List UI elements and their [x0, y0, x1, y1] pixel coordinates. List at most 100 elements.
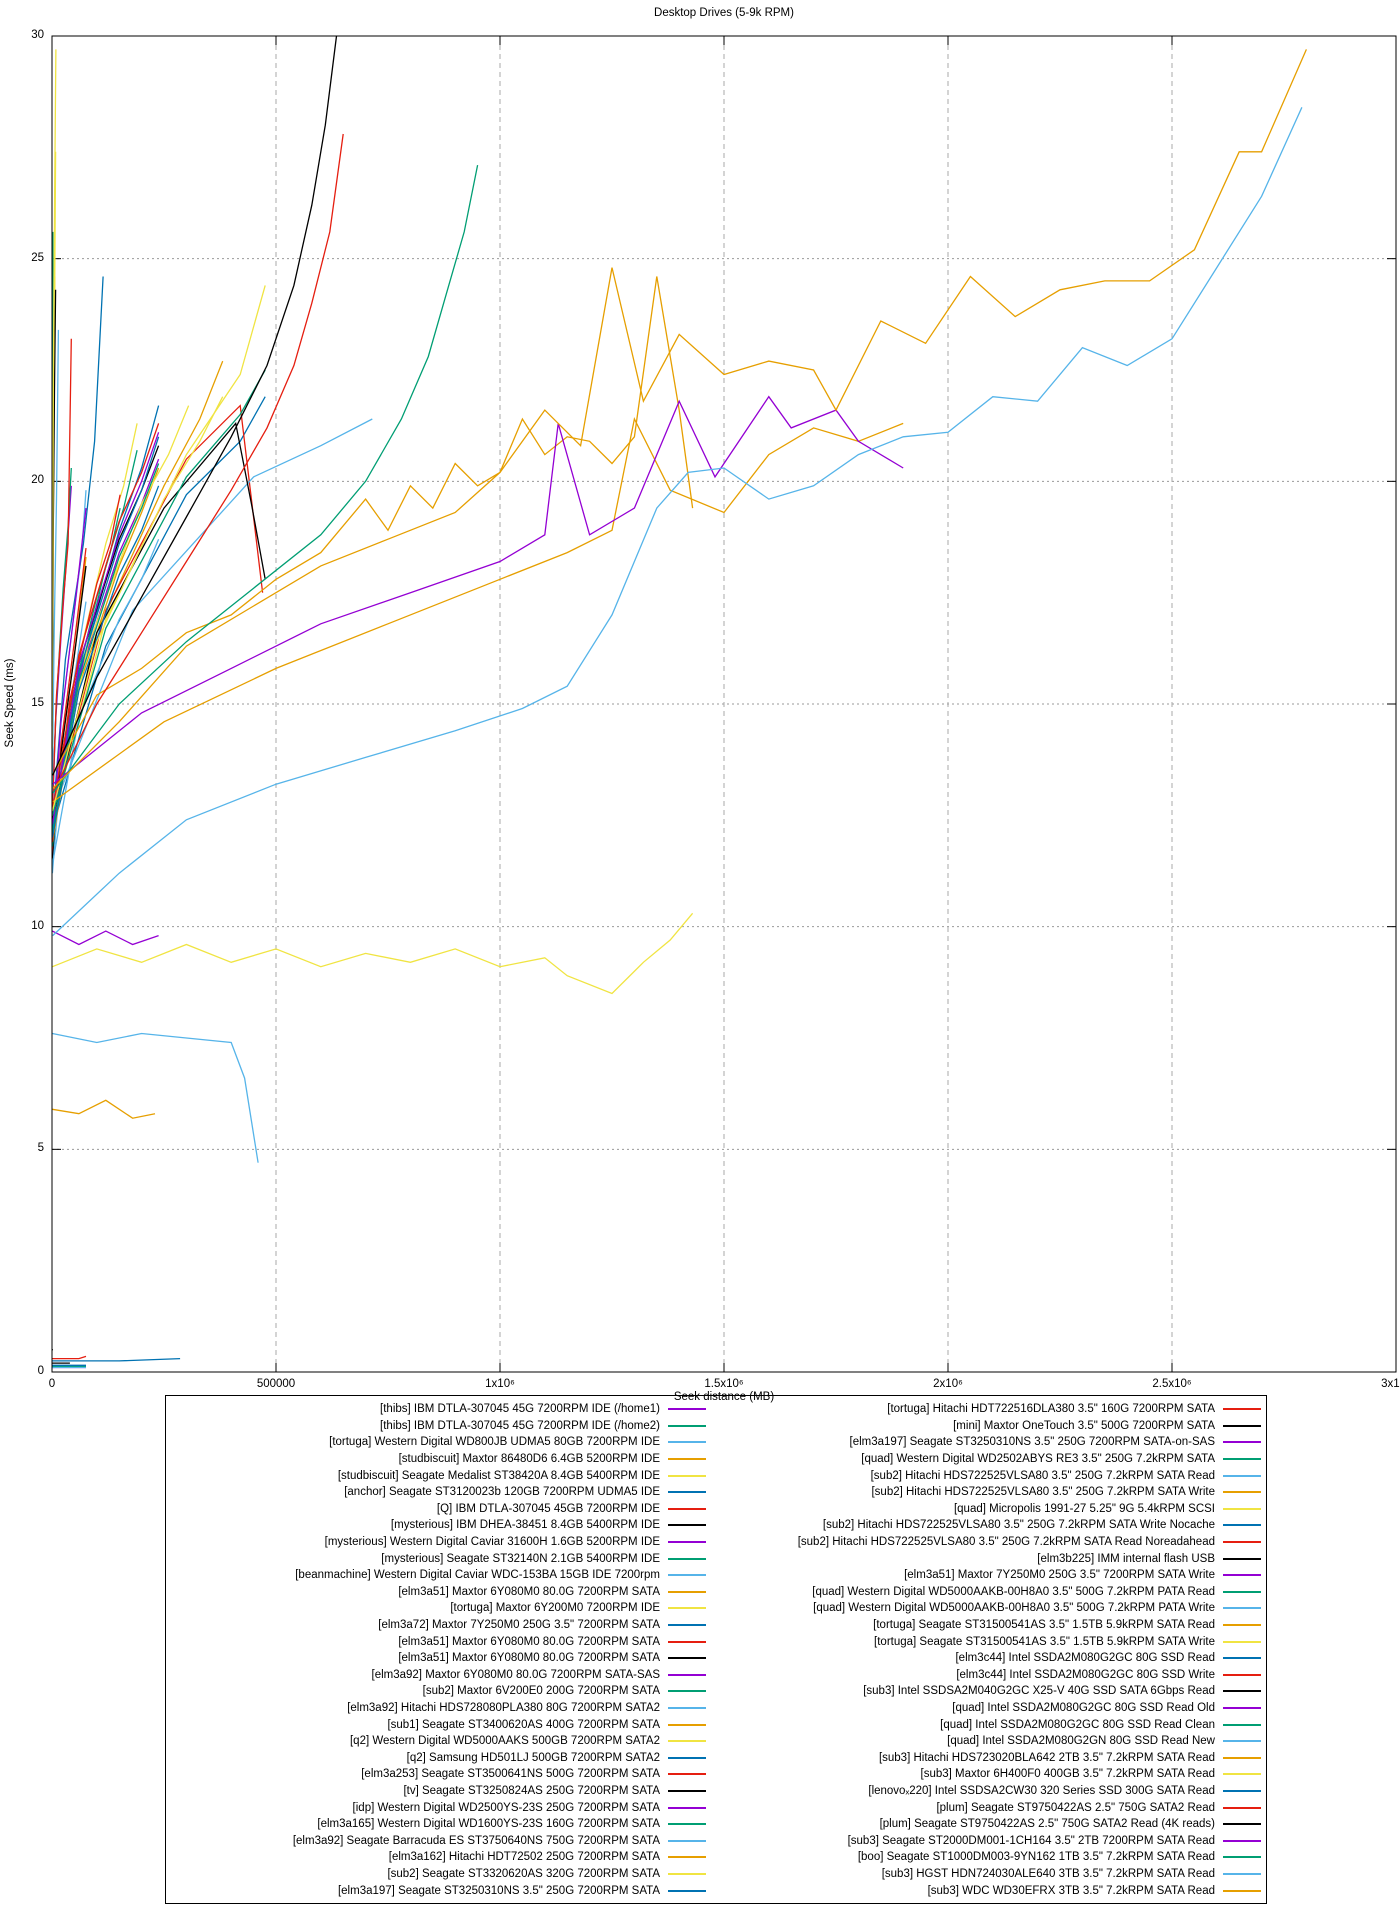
legend-row: [idp] Western Digital WD2500YS-23S 250G … — [166, 1799, 1266, 1816]
legend-line-sample — [668, 1806, 706, 1809]
legend-entry: [studbiscuit] Maxtor 86480D6 6.4GB 5200R… — [166, 1453, 711, 1465]
legend-entry-label: [elm3a253] Seagate ST3500641NS 500G 7200… — [361, 1768, 660, 1781]
legend-line-sample — [668, 1541, 706, 1544]
y-tick-label: 5 — [37, 1142, 44, 1155]
legend-row: [elm3a92] Hitachi HDS728080PLA380 80G 72… — [166, 1700, 1266, 1717]
legend-line-sample — [668, 1673, 706, 1676]
legend-entry: [sub2] Seagate ST3320620AS 320G 7200RPM … — [166, 1868, 711, 1880]
legend-row: [studbiscuit] Seagate Medalist ST38420A … — [166, 1467, 1266, 1484]
legend-row: [elm3a165] Western Digital WD1600YS-23S … — [166, 1816, 1266, 1833]
data-series-line — [52, 164, 479, 794]
y-tick-label: 30 — [31, 29, 44, 41]
legend-entry-label: [thibs] IBM DTLA-307045 45G 7200RPM IDE … — [380, 1419, 660, 1432]
x-axis-label: Seek distance (MB) — [673, 1391, 775, 1403]
legend-entry: [mysterious] IBM DHEA-38451 8.4GB 5400RP… — [166, 1519, 711, 1531]
legend-entry: [elm3a165] Western Digital WD1600YS-23S … — [166, 1818, 711, 1830]
legend-entry-label: [plum] Seagate ST9750422AS 2.5" 750G SAT… — [936, 1801, 1215, 1814]
legend-entry: [thibs] IBM DTLA-307045 45G 7200RPM IDE … — [166, 1403, 711, 1415]
legend: [thibs] IBM DTLA-307045 45G 7200RPM IDE … — [165, 1395, 1267, 1904]
legend-line-sample — [668, 1491, 706, 1494]
legend-line-sample — [1223, 1408, 1261, 1411]
x-tick-label: 0 — [48, 1378, 56, 1390]
data-series-line — [51, 463, 160, 834]
legend-entry: [lenovoₓ220] Intel SSDSA2CW30 320 Series… — [711, 1785, 1261, 1797]
legend-row: [mysterious] Western Digital Caviar 3160… — [166, 1534, 1266, 1551]
legend-entry-label: [sub2] Hitachi HDS722525VLSA80 3.5" 250G… — [870, 1469, 1215, 1482]
legend-entry-label: [elm3a51] Maxtor 6Y080M0 80.0G 7200RPM S… — [398, 1585, 660, 1598]
legend-line-sample — [668, 1607, 706, 1610]
legend-line-sample — [668, 1773, 706, 1776]
legend-entry: [mysterious] Seagate ST32140N 2.1GB 5400… — [166, 1553, 711, 1565]
legend-entry-label: [elm3a51] Maxtor 6Y080M0 80.0G 7200RPM S… — [398, 1635, 660, 1648]
legend-line-sample — [668, 1408, 706, 1411]
legend-line-sample — [668, 1590, 706, 1593]
data-series-line — [52, 133, 344, 794]
legend-line-sample — [1223, 1872, 1261, 1875]
legend-entry-label: [quad] Western Digital WD2502ABYS RE3 3.… — [861, 1453, 1215, 1466]
data-series-line — [51, 338, 72, 807]
legend-line-sample — [1223, 1541, 1261, 1544]
legend-entry: [tortuga] Hitachi HDT722516DLA380 3.5" 1… — [711, 1403, 1261, 1415]
data-series-line — [51, 285, 266, 820]
legend-line-sample — [668, 1507, 706, 1510]
legend-entry: [quad] Western Digital WD5000AAKB-00H8A0… — [711, 1602, 1261, 1614]
legend-row: [mysterious] Seagate ST32140N 2.1GB 5400… — [166, 1550, 1266, 1567]
legend-line-sample — [1223, 1773, 1261, 1776]
x-tick-label: 1x10⁶ — [485, 1378, 515, 1390]
data-series-line — [51, 418, 373, 812]
legend-entry: [tv] Seagate ST3250824AS 250G 7200RPM SA… — [166, 1785, 711, 1797]
legend-entry: [Q] IBM DTLA-307045 45GB 7200RPM IDE — [166, 1503, 711, 1515]
legend-entry-label: [sub3] Maxtor 6H400F0 400GB 3.5" 7.2kRPM… — [920, 1768, 1216, 1781]
legend-row: [elm3a72] Maxtor 7Y250M0 250G 3.5" 7200R… — [166, 1617, 1266, 1634]
legend-row: [q2] Western Digital WD5000AAKS 500GB 72… — [166, 1733, 1266, 1750]
legend-line-sample — [1223, 1424, 1261, 1427]
legend-entry-label: [sub2] Hitachi HDS722525VLSA80 3.5" 250G… — [871, 1486, 1215, 1499]
legend-entry-label: [quad] Western Digital WD5000AAKB-00H8A0… — [813, 1602, 1215, 1615]
legend-row: [elm3a253] Seagate ST3500641NS 500G 7200… — [166, 1766, 1266, 1783]
legend-entry-label: [sub3] Hitachi HDS723020BLA642 2TB 3.5" … — [878, 1751, 1215, 1764]
legend-entry: [sub2] Hitachi HDS722525VLSA80 3.5" 250G… — [711, 1536, 1261, 1548]
data-series-line — [52, 395, 904, 785]
y-tick-label: 20 — [31, 474, 44, 487]
legend-entry-label: [sub3] Seagate ST2000DM001-1CH164 3.5" 2… — [847, 1834, 1215, 1847]
legend-entry-label: [sub1] Seagate ST3400620AS 400G 7200RPM … — [387, 1718, 660, 1731]
data-series-line — [52, 35, 338, 776]
legend-line-sample — [668, 1657, 706, 1660]
legend-row: [sub2] Seagate ST3320620AS 320G 7200RPM … — [166, 1866, 1266, 1883]
legend-entry-label: [quad] Western Digital WD5000AAKB-00H8A0… — [812, 1585, 1215, 1598]
legend-entry-label: [tortuga] Seagate ST31500541AS 3.5" 1.5T… — [873, 1619, 1215, 1632]
data-series-line — [52, 107, 1303, 937]
legend-entry-label: [elm3c44] Intel SSDA2M080G2GC 80G SSD Wr… — [956, 1668, 1215, 1681]
legend-line-sample — [668, 1441, 706, 1444]
x-tick-label: 2x10⁶ — [933, 1378, 963, 1390]
legend-line-sample — [668, 1723, 706, 1726]
legend-entry-label: [studbiscuit] Seagate Medalist ST38420A … — [337, 1469, 660, 1482]
legend-entry: [elm3c44] Intel SSDA2M080G2GC 80G SSD Wr… — [711, 1669, 1261, 1681]
legend-entry-label: [idp] Western Digital WD2500YS-23S 250G … — [352, 1801, 660, 1814]
legend-row: [tortuga] Maxtor 6Y200M0 7200RPM IDE [qua… — [166, 1600, 1266, 1617]
legend-row: [sub1] Seagate ST3400620AS 400G 7200RPM … — [166, 1716, 1266, 1733]
legend-line-sample — [1223, 1624, 1261, 1627]
data-series-line — [51, 485, 160, 838]
data-series-line — [51, 276, 104, 825]
legend-line-sample — [668, 1458, 706, 1461]
legend-entry: [beanmachine] Western Digital Caviar WDC… — [166, 1569, 711, 1581]
legend-entry: [plum] Seagate ST9750422AS 2.5" 750G SAT… — [711, 1802, 1261, 1814]
x-tick-label: 1.5x10⁶ — [704, 1378, 744, 1390]
legend-entry: [sub3] Hitachi HDS723020BLA642 2TB 3.5" … — [711, 1752, 1261, 1764]
legend-entry: [boo] Seagate ST1000DM003-9YN162 1TB 3.5… — [711, 1851, 1261, 1863]
data-series-line — [51, 508, 87, 838]
legend-entry: [sub3] Seagate ST2000DM001-1CH164 3.5" 2… — [711, 1835, 1261, 1847]
legend-line-sample — [668, 1640, 706, 1643]
legend-row: [q2] Samsung HD501LJ 500GB 7200RPM SATA2… — [166, 1749, 1266, 1766]
legend-entry-label: [quad] Intel SSDA2M080G2GN 80G SSD Read … — [947, 1735, 1215, 1748]
legend-entry: [sub3] Maxtor 6H400F0 400GB 3.5" 7.2kRPM… — [711, 1768, 1261, 1780]
legend-line-sample — [1223, 1574, 1261, 1577]
legend-entry-label: [mysterious] IBM DHEA-38451 8.4GB 5400RP… — [390, 1519, 660, 1532]
data-series-line — [51, 396, 224, 812]
legend-line-sample — [1223, 1706, 1261, 1709]
x-tick-label: 3x10⁶ — [1381, 1378, 1400, 1390]
data-series-line — [52, 1099, 156, 1119]
data-series-line — [51, 421, 266, 820]
legend-line-sample — [668, 1889, 706, 1892]
